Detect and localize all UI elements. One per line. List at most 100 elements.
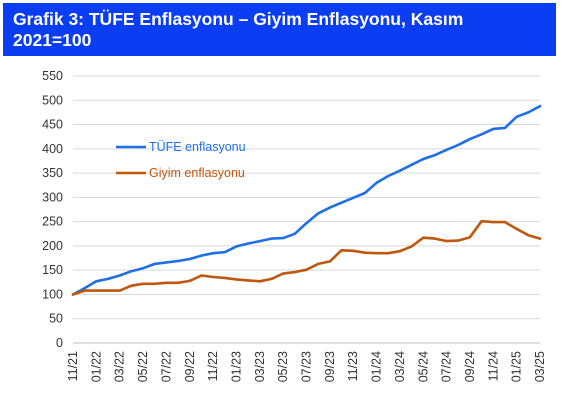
x-tick-label: 07/23 bbox=[300, 351, 314, 382]
data-point bbox=[480, 133, 483, 136]
data-point bbox=[83, 286, 86, 290]
data-point bbox=[130, 284, 133, 287]
x-tick-label: 11/21 bbox=[66, 351, 80, 381]
data-point bbox=[375, 251, 378, 255]
data-point bbox=[352, 249, 355, 252]
data-point bbox=[118, 289, 121, 292]
data-point bbox=[176, 281, 180, 285]
data-point bbox=[328, 260, 332, 263]
x-tick-label: 11/23 bbox=[346, 351, 360, 381]
x-tick-label: 03/22 bbox=[113, 351, 127, 382]
x-tick-label: 05/24 bbox=[416, 351, 430, 382]
data-point bbox=[352, 196, 355, 200]
x-tick-label: 07/24 bbox=[440, 351, 454, 382]
data-point bbox=[538, 104, 542, 108]
x-tick-label: 03/25 bbox=[533, 351, 547, 382]
series-line-0 bbox=[71, 104, 542, 296]
data-point bbox=[235, 278, 238, 281]
data-point bbox=[188, 257, 191, 261]
data-point bbox=[176, 259, 180, 263]
y-tick-label: 200 bbox=[42, 239, 63, 253]
data-point bbox=[340, 249, 343, 252]
x-tick-label: 05/22 bbox=[136, 351, 150, 382]
data-point bbox=[246, 242, 250, 245]
data-point bbox=[387, 251, 390, 255]
data-point bbox=[538, 237, 542, 240]
data-point bbox=[165, 281, 168, 285]
data-point bbox=[106, 289, 110, 292]
x-tick-label: 01/24 bbox=[370, 351, 384, 382]
y-tick-label: 50 bbox=[49, 312, 63, 326]
data-point bbox=[270, 277, 273, 281]
chart-title: Grafik 3: TÜFE Enflasyonu – Giyim Enflas… bbox=[13, 9, 464, 50]
data-point bbox=[503, 220, 507, 224]
data-point bbox=[527, 234, 530, 237]
data-point bbox=[71, 293, 75, 296]
data-point bbox=[422, 236, 425, 239]
x-tick-label: 01/22 bbox=[89, 351, 103, 382]
data-point bbox=[445, 148, 448, 151]
data-point bbox=[141, 267, 145, 270]
data-point bbox=[95, 289, 98, 292]
data-point bbox=[445, 239, 448, 243]
x-tick-label: 03/24 bbox=[393, 351, 407, 382]
data-point bbox=[515, 227, 518, 231]
data-point bbox=[457, 143, 460, 147]
x-tick-label: 01/25 bbox=[510, 351, 524, 382]
y-axis-ticks: 0 50 100 150 200 250 300 350 400 450 500 550 bbox=[42, 69, 63, 350]
data-point bbox=[433, 153, 437, 157]
legend-label: Giyim enflasyonu bbox=[149, 166, 245, 180]
data-point bbox=[422, 157, 425, 161]
x-tick-label: 03/23 bbox=[253, 351, 267, 382]
data-point bbox=[188, 279, 191, 283]
data-point bbox=[363, 251, 367, 254]
data-point bbox=[200, 254, 203, 257]
grid-lines bbox=[73, 75, 540, 344]
data-point bbox=[130, 269, 133, 273]
data-point bbox=[468, 137, 472, 141]
x-tick-label: 05/23 bbox=[276, 351, 290, 382]
data-point bbox=[305, 221, 308, 225]
data-point bbox=[457, 239, 460, 242]
data-point bbox=[200, 274, 203, 277]
data-point bbox=[165, 261, 168, 264]
data-point bbox=[375, 181, 378, 184]
legend: TÜFE enflasyonu Giyim enflasyonu bbox=[116, 140, 246, 180]
data-point bbox=[246, 279, 250, 282]
data-point bbox=[258, 239, 261, 243]
y-tick-label: 400 bbox=[42, 142, 63, 156]
data-point bbox=[433, 237, 437, 240]
data-point bbox=[141, 282, 145, 285]
y-tick-label: 100 bbox=[42, 287, 63, 301]
data-point bbox=[293, 270, 297, 274]
x-tick-label: 09/23 bbox=[323, 351, 337, 382]
data-point bbox=[95, 280, 98, 283]
data-point bbox=[305, 268, 308, 271]
data-point bbox=[223, 251, 226, 254]
x-tick-label: 11/24 bbox=[486, 351, 500, 381]
data-point bbox=[363, 191, 367, 195]
data-point bbox=[316, 212, 320, 215]
data-point bbox=[118, 274, 121, 277]
data-point bbox=[410, 245, 413, 248]
data-point bbox=[503, 126, 507, 130]
data-point bbox=[398, 250, 402, 253]
data-point bbox=[281, 236, 285, 240]
data-point bbox=[410, 163, 413, 167]
x-tick-label: 07/22 bbox=[159, 351, 173, 382]
data-point bbox=[83, 289, 86, 292]
data-point bbox=[527, 111, 530, 114]
data-point bbox=[398, 169, 402, 172]
data-point bbox=[480, 219, 483, 223]
y-tick-label: 250 bbox=[42, 215, 63, 229]
data-point bbox=[387, 174, 390, 178]
data-point bbox=[492, 220, 495, 224]
data-point bbox=[281, 272, 285, 275]
data-point bbox=[211, 275, 215, 279]
y-tick-label: 0 bbox=[56, 336, 63, 350]
x-tick-label: 01/23 bbox=[229, 351, 243, 382]
y-tick-label: 350 bbox=[42, 166, 63, 180]
data-point bbox=[153, 262, 156, 266]
data-point bbox=[235, 245, 238, 248]
